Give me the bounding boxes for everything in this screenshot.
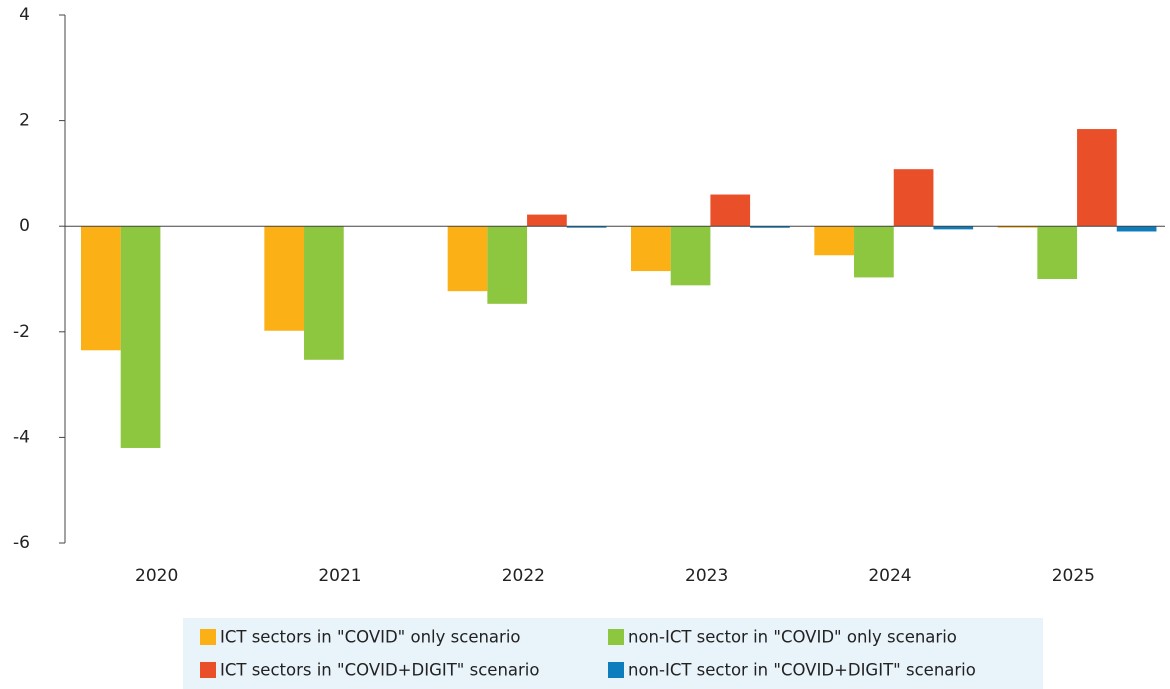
bar: [631, 226, 671, 272]
legend-swatch: [608, 629, 624, 645]
x-tick-label: 2024: [868, 566, 911, 586]
y-tick-label: 0: [19, 216, 30, 236]
bar: [1116, 226, 1157, 232]
legend-label: non-ICT sector in "COVID" only scenario: [628, 628, 957, 647]
bar: [264, 226, 305, 331]
y-tick-label: -2: [13, 322, 30, 342]
bar: [814, 226, 855, 256]
bar: [304, 226, 344, 360]
y-tick-label: -4: [13, 427, 30, 447]
x-tick-label: 2021: [318, 566, 361, 586]
legend-label: ICT sectors in "COVID+DIGIT" scenario: [220, 661, 540, 680]
x-tick-label: 2020: [135, 566, 178, 586]
bar: [1037, 226, 1078, 279]
legend-swatch: [608, 662, 624, 678]
bar: [854, 226, 894, 278]
bar: [81, 226, 121, 351]
bar: [487, 226, 528, 304]
bar: [893, 169, 934, 227]
legend-swatch: [200, 629, 216, 645]
bar: [997, 226, 1038, 228]
bar: [1077, 129, 1117, 227]
bar: [750, 226, 790, 228]
x-tick-label: 2022: [502, 566, 545, 586]
bar: [447, 226, 488, 292]
y-tick-label: -6: [13, 533, 30, 553]
bar: [566, 226, 607, 228]
bar: [120, 226, 161, 448]
legend-swatch: [200, 662, 216, 678]
bar: [670, 226, 711, 286]
x-tick-label: 2025: [1052, 566, 1095, 586]
legend-label: non-ICT sector in "COVID+DIGIT" scenario: [628, 661, 976, 680]
bar: [527, 214, 567, 227]
y-tick-label: 2: [19, 111, 30, 131]
legend-label: ICT sectors in "COVID" only scenario: [220, 628, 521, 647]
y-tick-label: 4: [19, 5, 30, 25]
x-tick-label: 2023: [685, 566, 728, 586]
bar: [933, 226, 974, 230]
bar: [710, 194, 751, 227]
